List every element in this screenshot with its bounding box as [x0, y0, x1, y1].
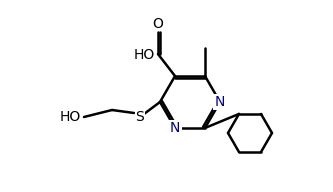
Text: S: S [136, 110, 145, 124]
Text: N: N [170, 121, 180, 135]
Text: HO: HO [134, 48, 155, 62]
Text: N: N [215, 95, 225, 109]
Text: HO: HO [60, 110, 81, 124]
Text: O: O [153, 17, 164, 31]
